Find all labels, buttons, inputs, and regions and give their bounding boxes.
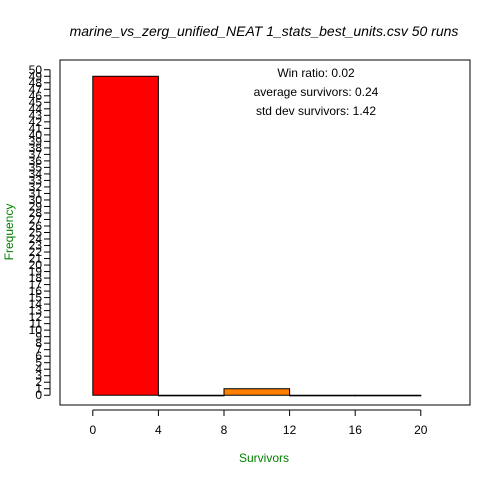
y-tick-label: 18	[29, 271, 43, 285]
y-axis: 0123456789101112131415161718192021222324…	[29, 63, 51, 402]
x-tick-label: 12	[283, 423, 297, 437]
y-tick-label: 39	[29, 134, 43, 148]
y-tick-label: 33	[29, 173, 43, 187]
y-tick-label: 5	[35, 356, 42, 370]
x-tick-label: 4	[155, 423, 162, 437]
y-tick-label: 41	[29, 121, 43, 135]
plot-frame	[59, 59, 471, 406]
y-tick-label: 25	[29, 226, 43, 240]
annotation-1: average survivors: 0.24	[254, 85, 379, 99]
y-tick-label: 40	[29, 128, 43, 142]
y-tick-label: 3	[35, 369, 42, 383]
y-tick-label: 44	[29, 102, 43, 116]
y-tick-label: 47	[29, 82, 43, 96]
y-tick-label: 10	[29, 323, 43, 337]
annotation-0: Win ratio: 0.02	[277, 66, 355, 80]
annotations-layer: Win ratio: 0.02 average survivors: 0.24 st…	[254, 66, 379, 118]
y-tick-label: 45	[29, 95, 43, 109]
y-tick-label: 37	[29, 147, 43, 161]
y-tick-label: 13	[29, 304, 43, 318]
x-tick-label: 0	[89, 423, 96, 437]
histogram-bar-0	[92, 75, 159, 396]
y-tick-label: 15	[29, 291, 43, 305]
bars-layer	[92, 75, 422, 397]
annotation-2: std dev survivors: 1.42	[256, 104, 376, 118]
y-tick-label: 38	[29, 141, 43, 155]
y-tick-label: 49	[29, 69, 43, 83]
y-tick-label: 36	[29, 154, 43, 168]
y-tick-label: 24	[29, 232, 43, 246]
x-tick-label: 16	[349, 423, 363, 437]
y-tick-label: 14	[29, 297, 43, 311]
y-tick-label: 35	[29, 160, 43, 174]
y-tick-label: 48	[29, 76, 43, 90]
y-axis-title: Frequency	[2, 204, 16, 261]
y-tick-label: 11	[30, 317, 43, 331]
y-tick-label: 28	[29, 206, 43, 220]
x-axis-title: Survivors	[239, 451, 289, 465]
y-tick-label: 20	[29, 258, 43, 272]
y-tick-label: 1	[35, 382, 42, 396]
y-tick-label: 4	[35, 362, 42, 376]
y-tick-label: 8	[35, 336, 42, 350]
y-tick-label: 19	[29, 265, 43, 279]
y-tick-label: 30	[29, 193, 43, 207]
chart-title: marine_vs_zerg_unified_NEAT 1_stats_best…	[70, 23, 459, 39]
histogram-bar-2	[223, 388, 291, 396]
y-tick-label: 26	[29, 219, 43, 233]
y-tick-label: 32	[29, 180, 43, 194]
y-tick-label: 29	[29, 199, 43, 213]
y-tick-label: 22	[29, 245, 43, 259]
histogram-bar-1	[157, 394, 225, 397]
y-tick-label: 9	[35, 330, 42, 344]
y-tick-label: 21	[29, 252, 43, 266]
x-tick-label: 8	[221, 423, 228, 437]
histogram-bar-3	[289, 394, 356, 397]
y-tick-label: 27	[29, 212, 43, 226]
y-tick-label: 17	[29, 278, 43, 292]
y-tick-label: 31	[29, 186, 43, 200]
x-axis: 0 4 8 12 16 20	[89, 409, 428, 437]
y-tick-label: 46	[29, 89, 43, 103]
y-tick-label: 12	[29, 310, 43, 324]
y-tick-label: 2	[35, 375, 42, 389]
y-tick-label: 43	[29, 108, 43, 122]
y-tick-label: 7	[35, 343, 42, 357]
y-tick-label: 42	[29, 115, 43, 129]
y-tick-label: 50	[29, 63, 43, 77]
y-tick-label: 0	[35, 388, 42, 402]
y-tick-label: 34	[29, 167, 43, 181]
y-tick-label: 23	[29, 239, 43, 253]
y-tick-label: 16	[29, 284, 43, 298]
y-tick-label: 6	[35, 349, 42, 363]
histogram-bar-4	[354, 394, 422, 397]
x-tick-label: 20	[414, 423, 428, 437]
